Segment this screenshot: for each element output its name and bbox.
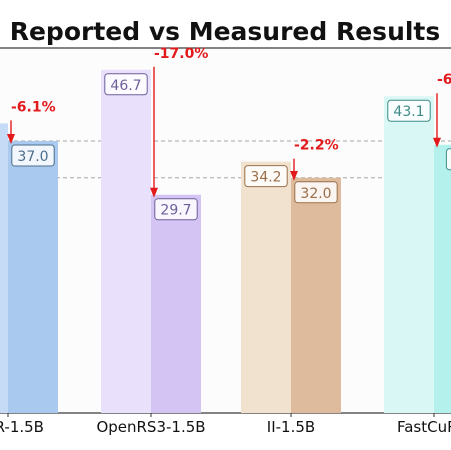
x-tick-label: aleR-1.5B	[0, 418, 44, 436]
chart-title: Reported vs Measured Results	[10, 17, 441, 46]
measured-value-label-box	[294, 181, 338, 204]
measured-bar	[8, 141, 58, 414]
title-background	[0, 0, 451, 47]
reported-value-label-box	[387, 99, 431, 122]
reported-bar	[101, 69, 151, 413]
delta-label: -6.1%	[11, 99, 56, 115]
reported-bar	[0, 123, 8, 413]
reported-bar	[384, 96, 434, 413]
measured-value-label-box	[11, 144, 55, 167]
measured-value-label: 29.7	[160, 203, 191, 219]
x-tick-label: FastCuRL-	[397, 418, 451, 436]
reported-bar	[241, 161, 291, 413]
plot-area	[0, 47, 451, 414]
delta-label: -6	[437, 72, 451, 88]
measured-bar	[151, 194, 201, 413]
x-tick-label: II-1.5B	[267, 418, 315, 436]
reported-value-label: 46.7	[110, 78, 141, 94]
delta-label: -17.0%	[154, 46, 208, 62]
delta-label: -2.2%	[294, 138, 339, 154]
measured-value-label: 37.0	[17, 149, 48, 165]
measured-value-label-box	[154, 198, 198, 221]
measured-value-label: 32.0	[300, 186, 331, 202]
reported-value-label: 34.2	[250, 170, 281, 186]
measured-bar	[434, 144, 451, 413]
reported-value-label-box	[104, 73, 148, 96]
reported-value-label-box	[244, 165, 288, 188]
measured-bar	[291, 177, 341, 413]
measured-value-label-box	[445, 148, 451, 171]
reported-value-label: 43.1	[393, 104, 424, 120]
x-tick-label: OpenRS3-1.5B	[96, 418, 205, 436]
